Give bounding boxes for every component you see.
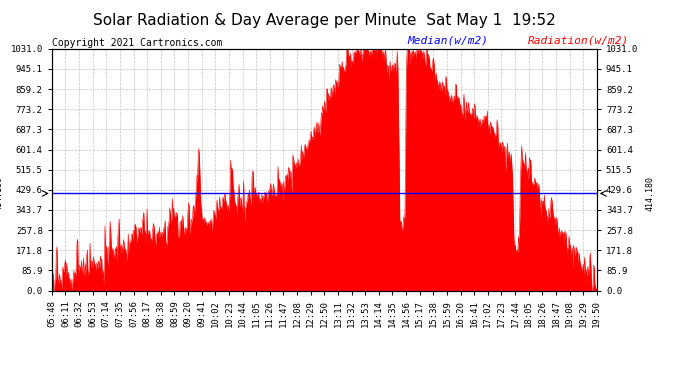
Text: Median(w/m2): Median(w/m2): [407, 36, 488, 46]
Text: 414.180: 414.180: [645, 176, 654, 211]
Text: 414.180: 414.180: [0, 176, 3, 211]
Text: Solar Radiation & Day Average per Minute  Sat May 1  19:52: Solar Radiation & Day Average per Minute…: [93, 13, 555, 28]
Text: Copyright 2021 Cartronics.com: Copyright 2021 Cartronics.com: [52, 38, 222, 48]
Text: Radiation(w/m2): Radiation(w/m2): [528, 36, 629, 46]
